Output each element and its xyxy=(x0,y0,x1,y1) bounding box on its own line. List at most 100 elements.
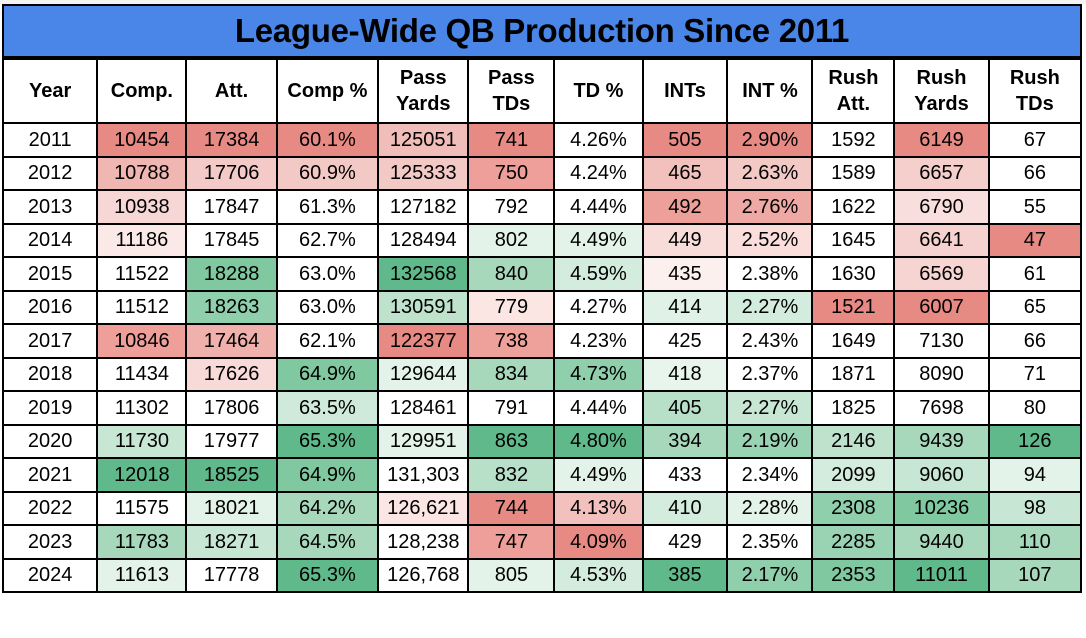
cell-td-pct: 4.23% xyxy=(553,323,644,359)
cell-comp: 11613 xyxy=(96,557,188,593)
column-header-ints: INTs xyxy=(641,58,729,124)
cell-td-pct: 4.13% xyxy=(553,490,644,526)
cell-comp: 10454 xyxy=(96,122,188,158)
cell-comp: 11302 xyxy=(96,390,188,426)
cell-rush-yards: 6641 xyxy=(893,222,990,258)
cell-ints: 435 xyxy=(641,256,729,292)
cell-comp-pct: 64.5% xyxy=(275,524,380,560)
cell-pass-tds: 747 xyxy=(467,524,556,560)
cell-td-pct: 4.49% xyxy=(553,457,644,493)
table-body: 2011 10454 17384 60.1% 125051 741 4.26% 505 2.90… xyxy=(1,122,1083,593)
cell-rush-att: 1589 xyxy=(811,155,896,191)
column-header-rush-tds: Rush TDs xyxy=(987,58,1083,124)
cell-year: 2015 xyxy=(1,256,99,292)
cell-rush-att: 2353 xyxy=(811,557,896,593)
cell-pass-tds: 834 xyxy=(467,356,556,392)
table-title: League-Wide QB Production Since 2011 xyxy=(234,12,850,49)
cell-comp-pct: 62.7% xyxy=(275,222,380,258)
cell-pass-tds: 792 xyxy=(467,189,556,225)
table-row: 2011 10454 17384 60.1% 125051 741 4.26% 505 2.90… xyxy=(1,122,1083,158)
cell-int-pct: 2.63% xyxy=(726,155,814,191)
cell-ints: 425 xyxy=(641,323,729,359)
cell-rush-tds: 126 xyxy=(987,423,1083,459)
cell-rush-att: 1649 xyxy=(811,323,896,359)
cell-rush-att: 1521 xyxy=(811,289,896,325)
cell-comp: 11783 xyxy=(96,524,188,560)
cell-comp: 12018 xyxy=(96,457,188,493)
cell-rush-yards: 7130 xyxy=(893,323,990,359)
cell-ints: 492 xyxy=(641,189,729,225)
title-bar: League-Wide QB Production Since 2011 xyxy=(2,4,1082,58)
cell-year: 2014 xyxy=(1,222,99,258)
cell-year: 2018 xyxy=(1,356,99,392)
column-header-line: Pass xyxy=(399,67,447,89)
cell-ints: 414 xyxy=(641,289,729,325)
cell-rush-att: 2146 xyxy=(811,423,896,459)
cell-rush-yards: 8090 xyxy=(893,356,990,392)
cell-year: 2012 xyxy=(1,155,99,191)
cell-td-pct: 4.27% xyxy=(553,289,644,325)
column-header-comp-pct: Comp % xyxy=(275,58,380,124)
cell-rush-att: 1630 xyxy=(811,256,896,292)
cell-pass-yards: 122377 xyxy=(377,323,470,359)
table-row: 2014 11186 17845 62.7% 128494 802 4.49% 449 2.52… xyxy=(1,222,1083,258)
cell-int-pct: 2.37% xyxy=(726,356,814,392)
cell-td-pct: 4.49% xyxy=(553,222,644,258)
cell-pass-tds: 863 xyxy=(467,423,556,459)
cell-year: 2011 xyxy=(1,122,99,158)
cell-ints: 433 xyxy=(641,457,729,493)
column-header-rush-yards: Rush Yards xyxy=(893,58,990,124)
cell-pass-yards: 132568 xyxy=(377,256,470,292)
cell-pass-yards: 130591 xyxy=(377,289,470,325)
cell-int-pct: 2.35% xyxy=(726,524,814,560)
cell-pass-tds: 779 xyxy=(467,289,556,325)
cell-td-pct: 4.80% xyxy=(553,423,644,459)
cell-pass-tds: 741 xyxy=(467,122,556,158)
cell-td-pct: 4.26% xyxy=(553,122,644,158)
cell-rush-tds: 80 xyxy=(987,390,1083,426)
column-header-line: Rush xyxy=(1009,67,1060,89)
table-row: 2021 12018 18525 64.9% 131,303 832 4.49% 433 2.3… xyxy=(1,457,1083,493)
table-row: 2024 11613 17778 65.3% 126,768 805 4.53% 385 2.1… xyxy=(1,557,1083,593)
cell-rush-yards: 11011 xyxy=(893,557,990,593)
cell-comp-pct: 63.0% xyxy=(275,256,380,292)
cell-td-pct: 4.59% xyxy=(553,256,644,292)
cell-year: 2017 xyxy=(1,323,99,359)
cell-att: 18021 xyxy=(185,490,278,526)
column-header-att: Att. xyxy=(185,58,278,124)
cell-rush-yards: 6657 xyxy=(893,155,990,191)
column-header-comp: Comp. xyxy=(96,58,188,124)
cell-td-pct: 4.24% xyxy=(553,155,644,191)
cell-ints: 505 xyxy=(641,122,729,158)
cell-comp-pct: 60.9% xyxy=(275,155,380,191)
cell-year: 2020 xyxy=(1,423,99,459)
qb-production-table: Year Comp. Att. Comp % Pass Yards Pass TDs TD % I… xyxy=(1,58,1083,593)
cell-comp-pct: 62.1% xyxy=(275,323,380,359)
table-row: 2016 11512 18263 63.0% 130591 779 4.27% 414 2.27… xyxy=(1,289,1083,325)
cell-pass-tds: 744 xyxy=(467,490,556,526)
cell-year: 2022 xyxy=(1,490,99,526)
cell-rush-tds: 55 xyxy=(987,189,1083,225)
cell-int-pct: 2.38% xyxy=(726,256,814,292)
cell-att: 17847 xyxy=(185,189,278,225)
column-header-line: TDs xyxy=(1015,93,1054,115)
cell-ints: 418 xyxy=(641,356,729,392)
column-header-pass-tds: Pass TDs xyxy=(467,58,556,124)
column-header-line: Rush xyxy=(916,67,967,89)
cell-year: 2019 xyxy=(1,390,99,426)
cell-comp-pct: 65.3% xyxy=(275,423,380,459)
cell-year: 2013 xyxy=(1,189,99,225)
column-header-line: INT % xyxy=(742,80,798,102)
cell-rush-tds: 98 xyxy=(987,490,1083,526)
cell-comp-pct: 63.0% xyxy=(275,289,380,325)
column-header-line: Att. xyxy=(836,93,871,115)
cell-rush-att: 1645 xyxy=(811,222,896,258)
cell-rush-att: 2308 xyxy=(811,490,896,526)
cell-pass-yards: 125333 xyxy=(377,155,470,191)
cell-comp: 11186 xyxy=(96,222,188,258)
cell-att: 17706 xyxy=(185,155,278,191)
column-header-line: Year xyxy=(29,80,72,102)
cell-pass-tds: 791 xyxy=(467,390,556,426)
cell-att: 17626 xyxy=(185,356,278,392)
cell-int-pct: 2.90% xyxy=(726,122,814,158)
